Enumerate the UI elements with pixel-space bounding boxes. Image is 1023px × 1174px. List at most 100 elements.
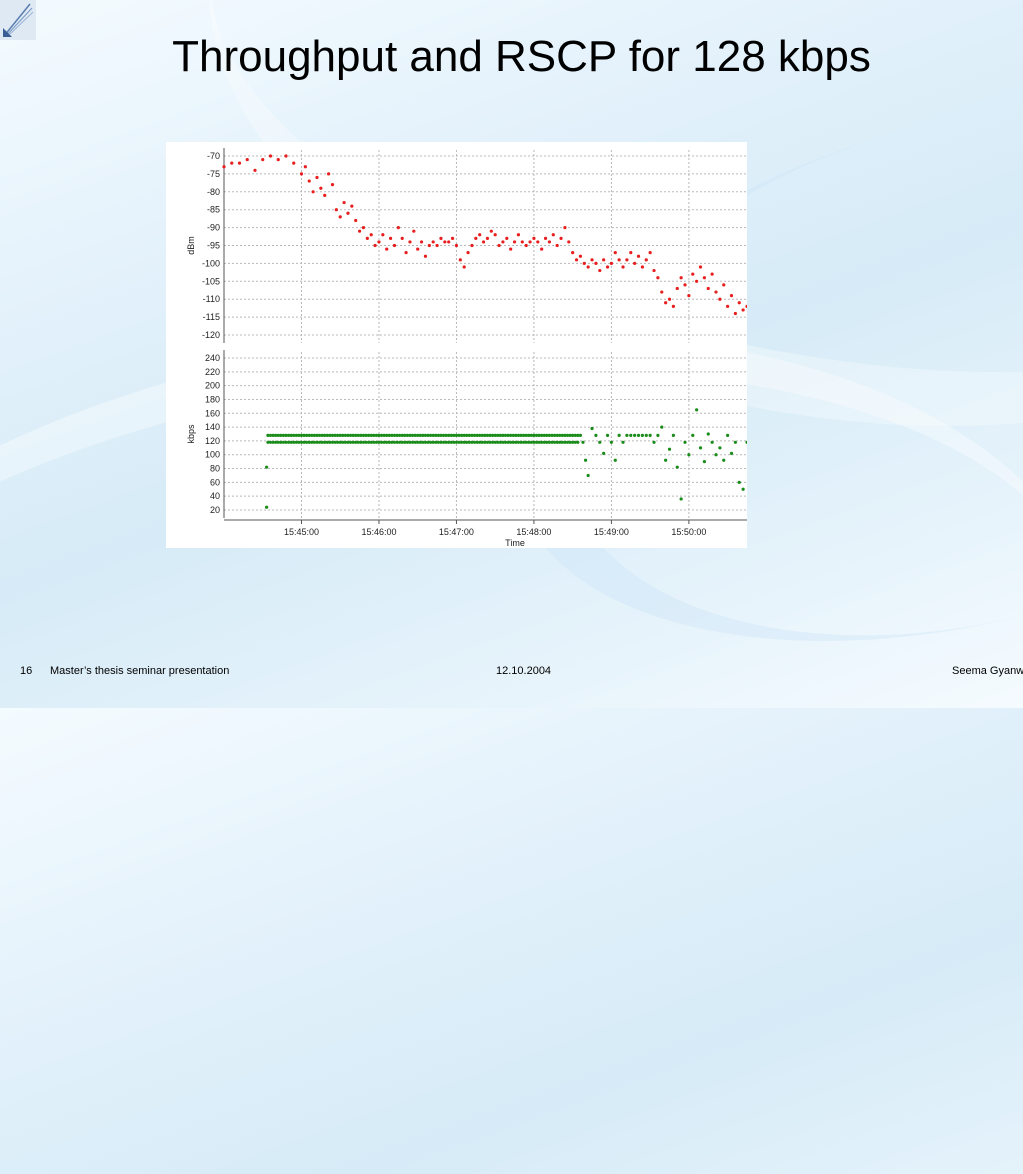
throughput-data-point <box>354 433 358 437</box>
throughput-data-point <box>444 433 448 437</box>
throughput-data-point <box>542 433 546 437</box>
rscp-data-point <box>714 290 718 294</box>
x-tick-label: 15:49:00 <box>594 527 629 537</box>
throughput-data-point <box>652 440 656 444</box>
footer-slide-number: 16 <box>20 665 33 677</box>
throughput-data-point <box>372 433 376 437</box>
throughput-data-point <box>405 433 409 437</box>
rscp-data-point <box>602 258 606 262</box>
throughput-data-point <box>426 433 430 437</box>
throughput-data-point <box>302 433 306 437</box>
throughput-data-point <box>532 440 536 444</box>
throughput-data-point <box>629 433 633 437</box>
throughput-data-point <box>491 433 495 437</box>
throughput-data-point <box>341 433 345 437</box>
throughput-data-point <box>387 433 391 437</box>
throughput-data-point <box>491 440 495 444</box>
rscp-data-point <box>551 233 555 237</box>
throughput-data-point <box>307 440 311 444</box>
throughput-data-point <box>426 440 430 444</box>
throughput-data-point <box>286 433 291 437</box>
throughput-data-point <box>315 440 319 444</box>
throughput-data-point <box>403 433 407 437</box>
throughput-data-point <box>493 433 497 437</box>
throughput-data-point <box>297 433 301 437</box>
rscp-data-point <box>567 240 571 244</box>
throughput-data-point <box>571 433 575 437</box>
throughput-data-point <box>436 440 440 444</box>
rscp-data-point <box>540 247 544 251</box>
rscp-data-point <box>656 276 660 280</box>
rscp-data-point <box>447 240 451 244</box>
throughput-data-point <box>560 440 564 444</box>
throughput-data-point <box>527 440 531 444</box>
throughput-data-point <box>488 440 492 444</box>
throughput-data-point <box>289 440 293 444</box>
throughput-y-axis-label: kbps <box>186 424 196 444</box>
throughput-data-point <box>286 440 291 444</box>
rscp-y-tick-label: -115 <box>203 312 220 322</box>
rscp-data-point <box>679 276 683 280</box>
throughput-y-tick-label: 20 <box>210 505 220 515</box>
throughput-data-point <box>436 433 440 437</box>
throughput-data-point <box>547 433 552 437</box>
x-axis-label: Time <box>505 538 525 548</box>
throughput-data-point <box>351 440 355 444</box>
throughput-data-point <box>348 433 353 437</box>
throughput-data-point <box>545 433 549 437</box>
throughput-data-point <box>400 433 404 437</box>
throughput-data-point <box>594 433 598 437</box>
rscp-data-point <box>373 243 377 248</box>
throughput-data-point <box>558 440 562 444</box>
throughput-data-point <box>302 440 306 444</box>
throughput-data-point <box>413 440 417 444</box>
footer-author: Seema Gyanw <box>952 665 1023 677</box>
throughput-data-point <box>305 433 309 437</box>
throughput-data-point <box>583 458 588 462</box>
throughput-data-point <box>271 440 275 444</box>
throughput-data-point <box>578 433 583 437</box>
throughput-data-point <box>266 440 270 444</box>
rscp-data-point <box>512 240 517 244</box>
throughput-data-point <box>621 440 625 444</box>
rscp-data-point <box>478 233 482 237</box>
throughput-data-point <box>478 433 482 437</box>
throughput-data-point <box>431 433 435 437</box>
throughput-data-point <box>454 440 459 444</box>
throughput-data-point <box>315 433 319 437</box>
throughput-y-tick-label: 40 <box>210 491 220 501</box>
throughput-data-point <box>379 433 384 437</box>
throughput-data-point <box>343 440 347 444</box>
throughput-data-point <box>457 440 461 444</box>
throughput-data-point <box>514 440 518 444</box>
rscp-data-point <box>660 290 664 294</box>
throughput-data-point <box>276 433 280 437</box>
throughput-data-point <box>408 440 412 444</box>
throughput-data-point <box>310 433 314 437</box>
throughput-data-point <box>480 440 484 444</box>
rscp-data-point <box>691 272 695 276</box>
rscp-data-point <box>633 261 637 265</box>
throughput-data-point <box>722 458 726 462</box>
throughput-data-point <box>462 440 466 444</box>
throughput-data-point <box>503 440 508 444</box>
throughput-data-point <box>475 440 479 444</box>
throughput-data-point <box>702 460 706 464</box>
throughput-data-point <box>537 440 541 444</box>
throughput-data-point <box>385 440 389 444</box>
rscp-data-point <box>578 254 583 258</box>
rscp-data-point <box>609 261 614 265</box>
throughput-data-point <box>317 440 322 444</box>
rscp-data-point <box>675 286 679 291</box>
rscp-data-point <box>586 265 590 269</box>
throughput-data-point <box>439 440 443 444</box>
throughput-data-point <box>521 440 526 444</box>
throughput-data-point <box>475 433 479 437</box>
throughput-data-point <box>485 433 490 437</box>
rscp-data-point <box>462 265 466 269</box>
rscp-data-point <box>350 204 354 208</box>
throughput-data-point <box>452 433 456 437</box>
rscp-data-point <box>532 236 536 240</box>
rscp-data-point <box>737 301 741 305</box>
x-tick-label: 15:50:00 <box>671 527 706 537</box>
